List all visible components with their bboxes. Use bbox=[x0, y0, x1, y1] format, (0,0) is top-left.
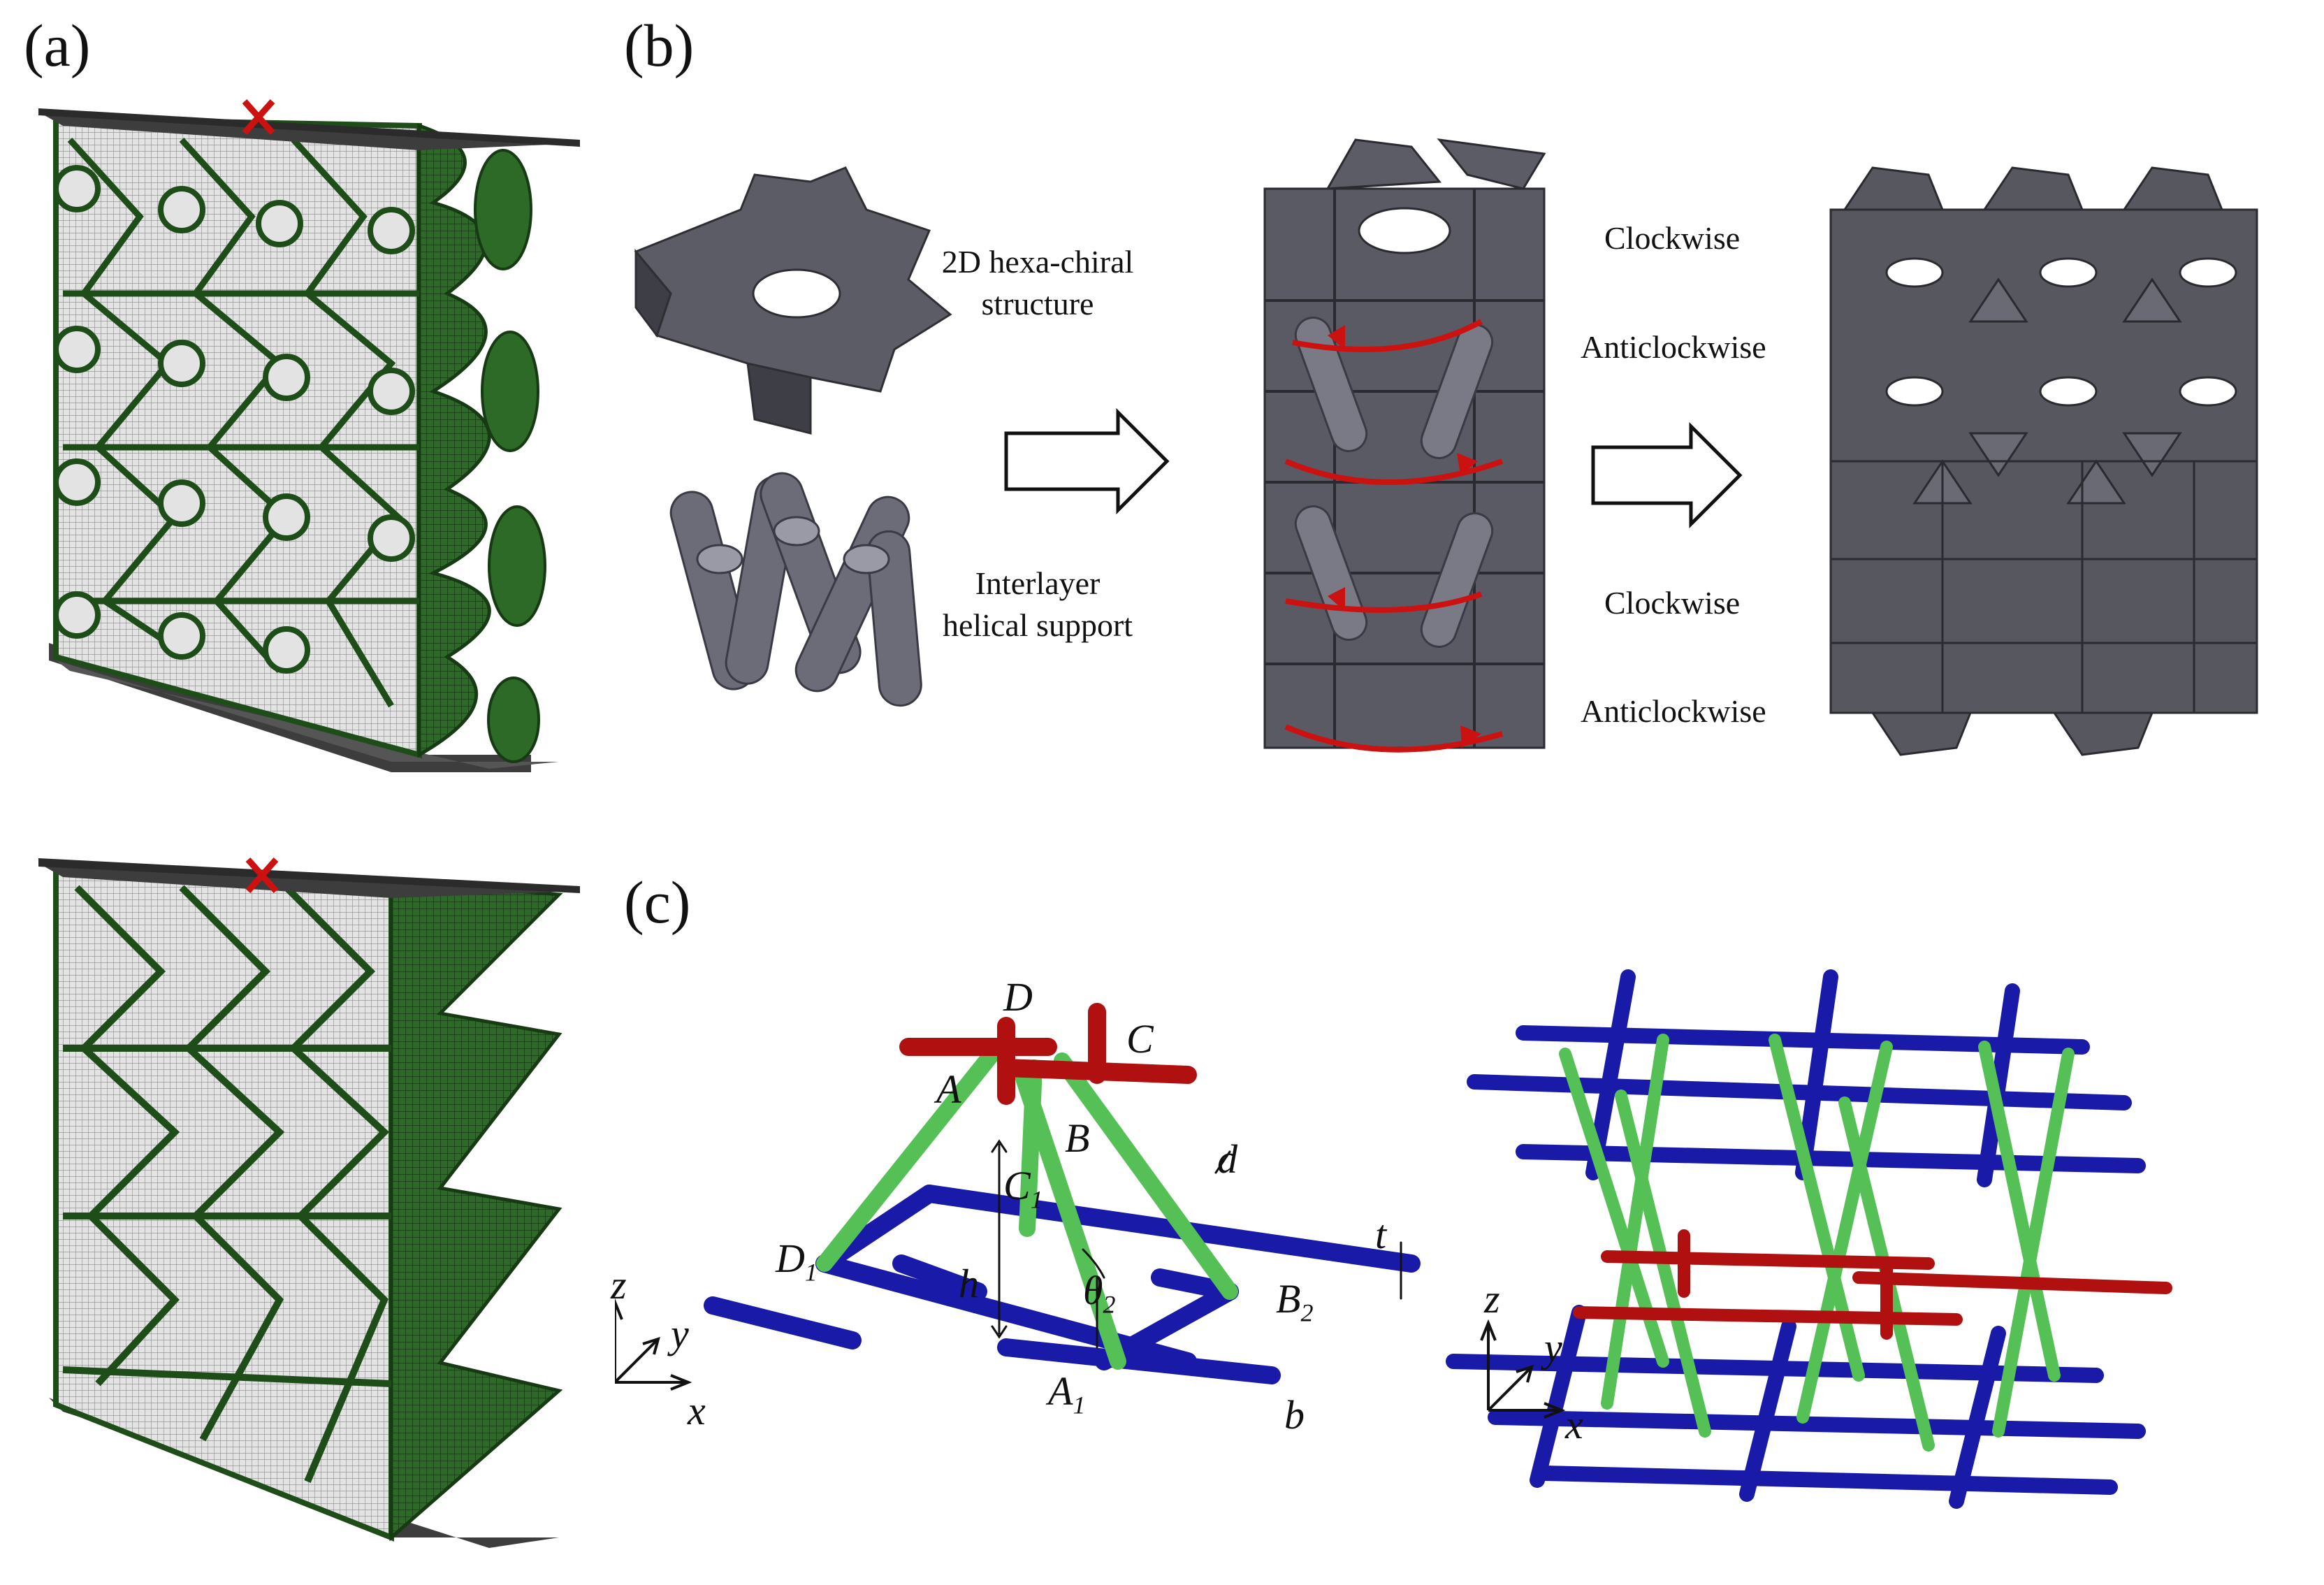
node-label-A1-sub: 1 bbox=[1073, 1391, 1086, 1419]
fe-model-bottom bbox=[38, 857, 580, 1548]
dim-label-d: d bbox=[1217, 1136, 1237, 1182]
panel-label-c: (c) bbox=[624, 869, 691, 936]
label-2d-hexa-chiral: 2D hexa-chiral structure bbox=[922, 241, 1153, 325]
unit-cell bbox=[704, 1003, 1421, 1384]
panel-label-b: (b) bbox=[624, 12, 695, 79]
node-label-A1-main: A bbox=[1048, 1368, 1073, 1414]
dim-label-h: h bbox=[959, 1261, 979, 1306]
hexa-chiral-element bbox=[634, 166, 952, 435]
rotation-label-2: Anticlockwise bbox=[1581, 329, 1766, 365]
node-label-C1: C1 bbox=[1003, 1166, 1043, 1213]
helical-support-element bbox=[669, 472, 922, 707]
angle-label-theta-main: θ bbox=[1083, 1268, 1103, 1313]
axes-unit-cell bbox=[615, 1298, 692, 1391]
label-helix-line1: Interlayer bbox=[975, 565, 1101, 601]
node-label-C: C bbox=[1126, 1016, 1154, 1062]
node-label-C1-sub: 1 bbox=[1030, 1185, 1043, 1214]
load-point-marker-bottom bbox=[245, 857, 279, 893]
panel-c-figure bbox=[615, 969, 2172, 1509]
fe-model-top bbox=[38, 99, 580, 772]
node-label-D1: D1 bbox=[776, 1238, 818, 1285]
axis-z-lattice: z bbox=[1484, 1276, 1500, 1322]
rotation-label-1: Clockwise bbox=[1604, 220, 1741, 256]
angle-label-theta-sub: 2 bbox=[1103, 1290, 1116, 1319]
node-label-B2-sub: 2 bbox=[1300, 1298, 1314, 1327]
stacked-chiral-column bbox=[1263, 138, 1546, 749]
axis-z-unit: z bbox=[611, 1262, 627, 1308]
rotation-label-4: Anticlockwise bbox=[1581, 693, 1766, 729]
axis-y-lattice: y bbox=[1544, 1325, 1562, 1370]
process-arrow-2 bbox=[1591, 421, 1743, 529]
node-label-B2-main: B bbox=[1276, 1276, 1301, 1322]
axis-y-unit: y bbox=[671, 1311, 689, 1356]
process-arrow-1 bbox=[1004, 407, 1170, 515]
rotation-label-3: Clockwise bbox=[1604, 585, 1741, 621]
dim-label-t: t bbox=[1375, 1212, 1387, 1257]
axis-x-unit: x bbox=[688, 1388, 706, 1433]
node-label-A1: A1 bbox=[1048, 1371, 1085, 1418]
node-label-D: D bbox=[1003, 974, 1033, 1020]
dim-label-b: b bbox=[1284, 1392, 1305, 1438]
node-label-D1-sub: 1 bbox=[804, 1258, 818, 1287]
load-point-marker-top bbox=[242, 99, 275, 135]
axis-x-lattice: x bbox=[1565, 1402, 1583, 1447]
label-2d-line2: structure bbox=[981, 285, 1094, 321]
node-label-B2: B2 bbox=[1276, 1279, 1313, 1326]
node-label-D1-main: D bbox=[776, 1236, 805, 1281]
node-label-B: B bbox=[1065, 1115, 1090, 1161]
lattice-assembly bbox=[1446, 969, 2172, 1509]
label-helical-support: Interlayer helical support bbox=[922, 563, 1153, 646]
node-label-A: A bbox=[936, 1066, 961, 1112]
panel-a-figure bbox=[38, 99, 580, 1548]
panel-b-figure bbox=[634, 138, 2258, 756]
label-helix-line2: helical support bbox=[942, 607, 1133, 643]
rotation-arrows bbox=[1284, 319, 1504, 753]
angle-label-theta2: θ2 bbox=[1083, 1271, 1116, 1317]
label-2d-line1: 2D hexa-chiral bbox=[941, 244, 1134, 280]
node-label-C1-main: C bbox=[1003, 1163, 1031, 1208]
axes-lattice bbox=[1480, 1319, 1566, 1419]
assembled-chiral-block bbox=[1829, 166, 2258, 756]
panel-label-a: (a) bbox=[24, 12, 91, 79]
